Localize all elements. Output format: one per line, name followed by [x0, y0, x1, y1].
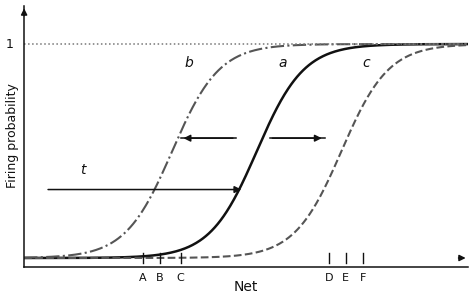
Text: t: t [81, 163, 86, 177]
Text: 1: 1 [6, 38, 14, 51]
Y-axis label: Firing probability: Firing probability [6, 84, 18, 188]
Text: B: B [156, 273, 164, 283]
Text: A: A [139, 273, 146, 283]
X-axis label: Net: Net [234, 280, 258, 294]
Text: D: D [325, 273, 333, 283]
Text: a: a [278, 56, 286, 70]
Text: b: b [185, 56, 194, 70]
Text: C: C [177, 273, 184, 283]
Text: F: F [359, 273, 366, 283]
Text: c: c [363, 56, 370, 70]
Text: E: E [342, 273, 349, 283]
